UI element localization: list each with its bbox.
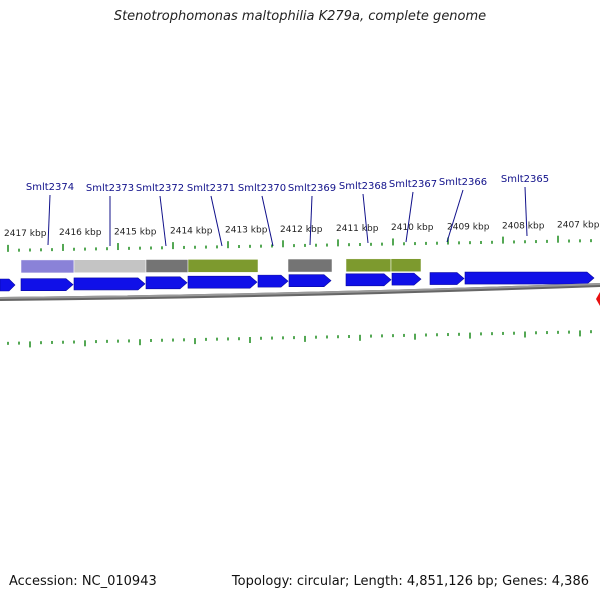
feature-bar (187, 259, 259, 273)
gene-label: Smlt2372 (136, 183, 184, 194)
gene-arrow (145, 276, 188, 290)
feature-bar (287, 258, 333, 273)
gene-label-leader (309, 195, 313, 246)
gene-label-group: Smlt2374 Smlt2373 Smlt2372 Smlt2371 Smlt2370… (26, 174, 549, 247)
kbp-label: 2410 kbp (391, 223, 434, 233)
gene-label: Smlt2373 (86, 183, 134, 194)
gene-arrow (345, 273, 392, 287)
kbp-label: 2411 kbp (336, 224, 379, 234)
kbp-label: 2414 kbp (170, 226, 213, 236)
gene-label-leader (524, 186, 528, 237)
gene-label: Smlt2366 (439, 177, 487, 188)
gene-label-leader (405, 191, 414, 243)
feature-bar (73, 259, 147, 274)
kbp-label: 2415 kbp (114, 227, 157, 237)
gene-arrow (288, 274, 332, 287)
gene-label: Smlt2367 (389, 179, 437, 190)
feature-bar (20, 259, 75, 274)
gene-arrow (20, 278, 74, 291)
gene-label: Smlt2370 (238, 183, 286, 194)
gene-label-leader (210, 195, 223, 247)
gene-label-leader (446, 189, 464, 243)
feature-bar (145, 259, 189, 273)
gene-arrow (187, 275, 258, 289)
gene-label-leader (47, 194, 51, 246)
gene-label-leader (261, 195, 274, 247)
gene-label: Smlt2371 (187, 183, 235, 194)
gene-track (0, 271, 595, 292)
kbp-label: 2407 kbp (557, 221, 600, 231)
gene-label: Smlt2368 (339, 181, 387, 192)
gene-label: Smlt2369 (288, 183, 336, 194)
kbp-label-group: 2417 kbp 2416 kbp 2415 kbp 2414 kbp 2413 kbp… (4, 221, 600, 239)
gene-arrow (0, 278, 16, 292)
genome-title: Stenotrophomonas maltophilia K279a, comp… (113, 9, 487, 24)
gene-label: Smlt2365 (501, 174, 549, 185)
kbp-label: 2412 kbp (280, 225, 323, 235)
scale-ticks-top (7, 235, 592, 252)
gene-arrow (464, 271, 595, 285)
kbp-label: 2417 kbp (4, 229, 47, 239)
kbp-label: 2408 kbp (502, 221, 545, 231)
feature-track (20, 258, 422, 274)
genome-summary: Topology: circular; Length: 4,851,126 bp… (231, 574, 589, 589)
feature-bar (390, 258, 422, 272)
gene-label-leader (362, 193, 369, 244)
scale-ticks-bottom (7, 330, 592, 348)
gene-label-leader (159, 195, 167, 247)
gene-arrow (429, 272, 465, 285)
feature-bar (345, 258, 392, 273)
gene-arrow (73, 277, 146, 291)
gene-arrow (391, 272, 422, 286)
kbp-label: 2416 kbp (59, 228, 102, 238)
gene-label: Smlt2374 (26, 182, 74, 193)
kbp-label: 2409 kbp (447, 222, 490, 232)
gene-arrow (257, 274, 289, 288)
backbone-line (0, 283, 600, 299)
kbp-label: 2413 kbp (225, 226, 268, 236)
accession-label: Accession: NC_010943 (9, 574, 157, 589)
genome-backbone (0, 283, 600, 306)
origin-marker (596, 292, 600, 306)
